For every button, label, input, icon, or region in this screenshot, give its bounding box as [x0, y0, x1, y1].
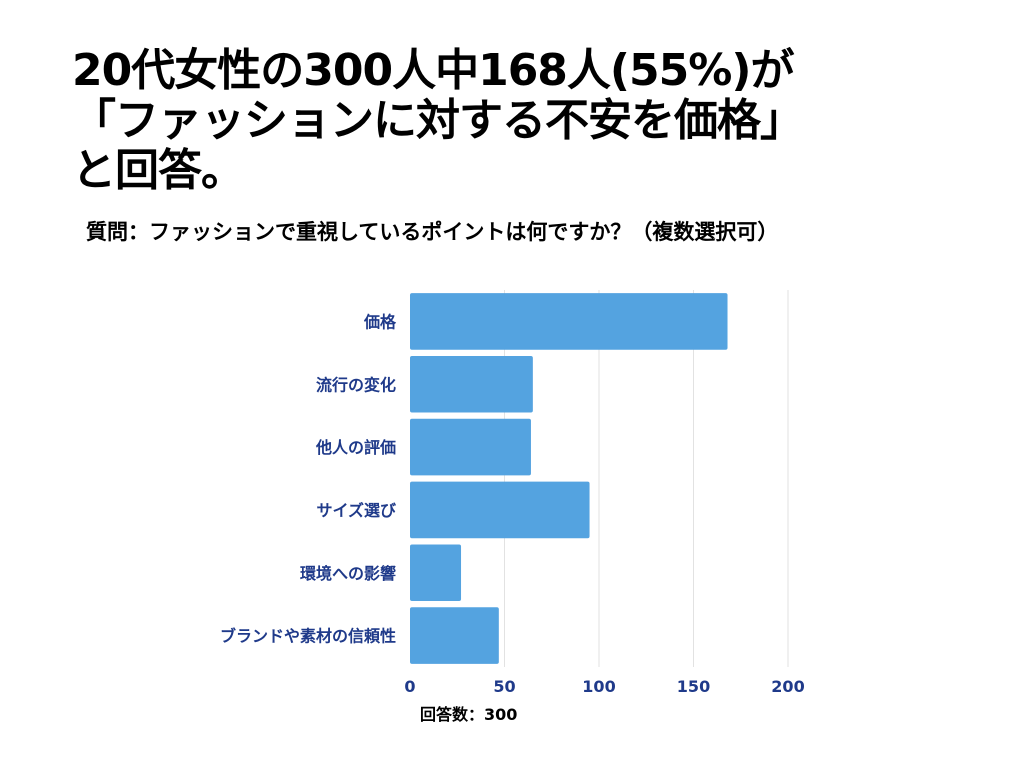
category-label: 価格	[363, 312, 397, 331]
x-tick-labels: 0 50 100 150 200	[404, 677, 804, 696]
x-tick-label: 0	[404, 677, 415, 696]
x-tick-label: 150	[677, 677, 710, 696]
headline-line-1: 20代女性の300人中168人(55%)が	[72, 45, 794, 96]
bar	[410, 293, 728, 350]
category-label: ブランドや素材の信頼性	[220, 627, 396, 646]
category-label: 環境への影響	[300, 564, 396, 583]
category-label: サイズ選び	[316, 501, 397, 520]
bar	[410, 607, 499, 664]
x-tick-label: 100	[582, 677, 615, 696]
bar	[410, 418, 531, 476]
headline-line-3: と回答。	[72, 145, 245, 196]
question-text: 質問：ファッションで重視しているポイントは何ですか？（複数選択可）	[86, 220, 779, 244]
x-tick-label: 50	[493, 677, 515, 696]
category-label: 流行の変化	[316, 375, 396, 394]
headline-line-2: 「ファッションに対する不安を価格」	[72, 95, 804, 146]
headline: 20代女性の300人中168人(55%)が 「ファッションに対する不安を価格」 …	[72, 46, 972, 196]
bar	[410, 355, 533, 413]
x-tick-label: 200	[771, 677, 804, 696]
bars	[410, 293, 728, 664]
category-label: 他人の評価	[315, 438, 396, 457]
x-axis-label: 回答数：300	[420, 705, 517, 724]
grid-lines	[504, 290, 789, 667]
bar	[410, 481, 590, 539]
bar	[410, 544, 462, 602]
